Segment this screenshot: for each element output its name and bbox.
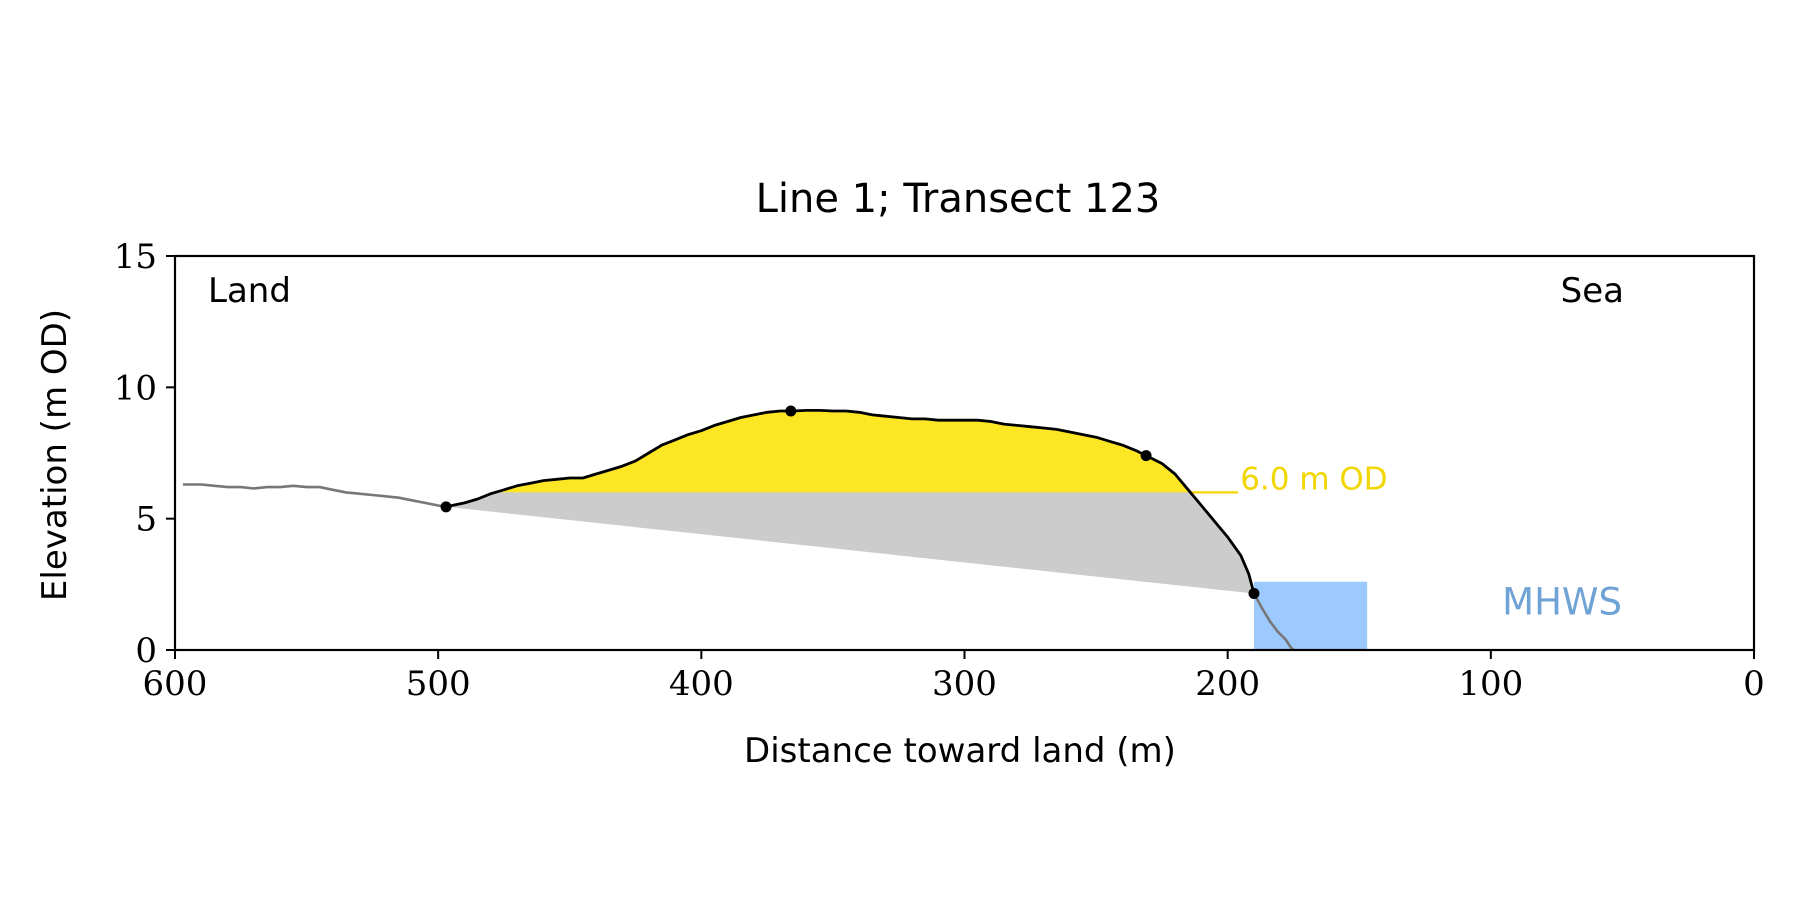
profile-line-sea	[1252, 592, 1295, 651]
land-label: Land	[208, 271, 291, 311]
x-tick-label: 500	[406, 664, 471, 704]
threshold-label: 6.0 m OD	[1240, 461, 1387, 497]
dune-volume-area	[495, 410, 1191, 493]
profile-line-land	[182, 483, 447, 509]
marker-layer	[440, 405, 1260, 600]
line-layer	[182, 408, 1295, 651]
x-axis-label: Distance toward land (m)	[744, 731, 1176, 771]
profile-marker	[440, 501, 452, 513]
x-tick-label: 100	[1458, 664, 1523, 704]
chart-title: Line 1; Transect 123	[756, 176, 1161, 222]
y-tick-label: 0	[135, 631, 157, 671]
x-tick-label: 200	[1195, 664, 1260, 704]
y-tick-label: 5	[135, 500, 157, 540]
mhws-area	[1253, 581, 1368, 650]
profile-marker	[1248, 588, 1260, 600]
mhws-label: MHWS	[1502, 581, 1622, 624]
sea-label: Sea	[1561, 271, 1624, 311]
fill-layer	[446, 410, 1368, 650]
x-tick-label: 0	[1743, 664, 1765, 704]
x-tick-label: 400	[669, 664, 734, 704]
tick-layer: 600 500 400 300 200 100 0 0 5 10 15	[114, 237, 1765, 704]
x-tick-label: 600	[143, 664, 208, 704]
y-axis-label: Elevation (m OD)	[35, 309, 75, 601]
y-tick-label: 15	[114, 237, 157, 277]
profile-marker	[785, 405, 797, 417]
profile-line-dune	[445, 408, 1256, 594]
x-tick-label: 300	[932, 664, 997, 704]
y-tick-label: 10	[114, 368, 157, 408]
profile-marker	[1140, 450, 1152, 462]
